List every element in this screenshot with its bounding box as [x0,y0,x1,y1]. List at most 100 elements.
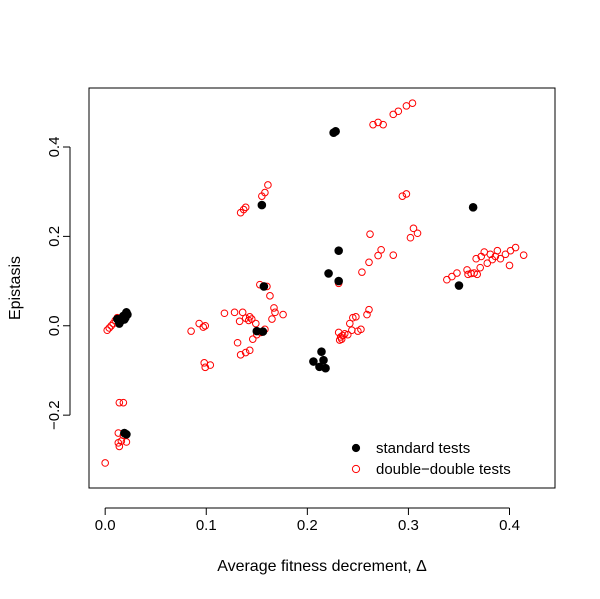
point-double-double-test [115,398,124,407]
legend-marker-double-double-tests [351,464,361,474]
point-double-double-test [369,120,377,129]
point-double-double-test [201,363,210,372]
point-standard-test [321,363,330,373]
point-double-double-test [346,319,354,328]
point-double-double-test [235,317,244,326]
point-double-double-test [238,308,247,317]
point-double-double-test [247,315,256,323]
point-standard-test [309,357,318,366]
point-double-double-test [241,203,250,212]
point-standard-test [317,347,326,356]
point-standard-test [258,327,268,336]
point-double-double-test [357,325,365,334]
point-double-double-test [511,243,520,252]
point-double-double-test [406,233,415,242]
point-double-double-test [394,107,403,116]
point-double-double-test [476,263,485,272]
point-double-double-test [115,442,124,451]
point-standard-test [259,282,269,291]
point-double-double-test [402,102,411,110]
x-axis-title: Average fitness decrement, Δ [217,558,427,575]
point-double-double-test [206,361,215,369]
point-standard-test [454,281,464,290]
point-double-double-test [398,192,407,200]
point-double-double-test [268,315,276,323]
x-tick-label: 0.2 [297,517,318,534]
point-double-double-test [187,327,195,335]
point-double-double-test [374,118,382,127]
point-double-double-test [271,308,279,317]
y-tick-label: 0.4 [46,137,63,158]
point-double-double-test [483,259,492,268]
point-double-double-test [105,324,114,332]
plot-frame [88,87,556,489]
point-double-double-test [239,205,248,214]
point-double-double-test [236,351,245,359]
y-tick-label: 0.2 [46,226,63,247]
point-double-double-test [374,251,382,260]
point-double-double-test [486,250,495,259]
point-standard-test [324,269,333,278]
point-standard-test [334,276,343,286]
x-tick-label: 0.0 [95,517,116,534]
point-double-double-test [245,346,254,355]
point-double-double-test [463,266,471,274]
point-double-double-test [270,304,278,312]
x-tick-label: 0.3 [398,517,419,534]
point-double-double-test [264,181,272,189]
point-double-double-test [472,254,480,263]
legend-marker-standard-tests [351,443,361,453]
point-double-double-test [358,268,366,276]
point-double-double-test [519,251,528,259]
point-double-double-test [389,251,398,259]
point-double-double-test [379,120,387,129]
point-double-double-test [245,313,254,321]
point-double-double-test [251,319,260,328]
axes: 0.0 0.1 0.2 0.3 0.4 −0.2 0.0 0.2 0.4 [46,137,520,534]
point-double-double-test [448,272,456,281]
point-standard-test [468,203,478,212]
point-double-double-test [101,459,109,467]
point-double-double-test [408,99,417,107]
point-double-double-test [337,335,346,343]
point-double-double-test [453,269,461,277]
y-tick-label: 0.0 [46,315,63,336]
point-double-double-test [409,224,418,233]
point-double-double-test [201,321,210,330]
legend-label-standard-tests: standard tests [376,440,470,457]
point-double-double-test [365,258,373,267]
point-double-double-test [365,305,373,314]
point-double-double-test [493,246,502,255]
point-double-double-test [501,250,510,259]
point-double-double-test [241,348,250,357]
point-double-double-test [402,190,411,198]
point-double-double-test [366,230,374,238]
point-double-double-test [119,398,128,407]
legend: standard tests double−double tests [351,440,511,478]
point-double-double-test [505,261,514,270]
point-standard-test [334,246,343,255]
point-double-double-test [103,326,111,335]
point-double-double-test [117,437,126,445]
point-double-double-test [496,254,505,263]
point-double-double-test [266,292,274,300]
point-double-double-test [473,270,481,279]
x-tick-label: 0.1 [196,517,217,534]
point-double-double-test [279,310,287,319]
point-standard-test [319,355,328,365]
y-tick-label: −0.2 [46,400,63,430]
point-double-double-test [107,321,116,330]
point-standard-test [257,200,267,210]
point-double-double-test [248,335,257,343]
point-double-double-test [352,313,360,321]
point-standard-test [331,127,340,136]
point-double-double-test [230,308,239,317]
point-double-double-test [220,309,229,318]
point-double-double-test [413,229,422,238]
x-tick-label: 0.4 [499,517,520,534]
point-double-double-test [348,326,356,335]
legend-label-double-double-tests: double−double tests [376,461,511,478]
data-marks [101,99,528,467]
point-double-double-test [261,188,269,197]
